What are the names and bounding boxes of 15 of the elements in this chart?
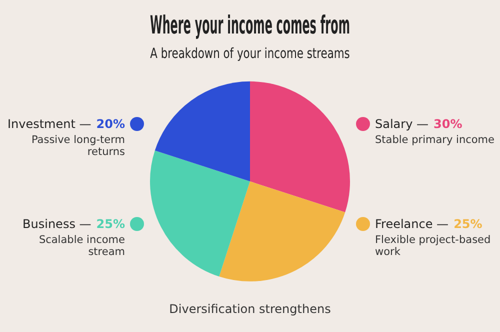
data-label: 25% [454, 217, 482, 232]
data-label: 30% [434, 117, 462, 132]
slice-label: Business — [22, 217, 92, 232]
legend-label: Freelance — [375, 217, 449, 232]
text: Diversification strengthens [168, 302, 332, 316]
legend-label: Salary — [375, 117, 429, 132]
text: Stable primary income [374, 134, 496, 146]
chart-subtitle: A breakdown of your income streams [150, 44, 350, 62]
chart-title: Where your income comes from [150, 10, 350, 40]
data-label: 20% [96, 117, 125, 132]
data-label: 25% [96, 217, 125, 232]
slice-label: Investment — [7, 117, 92, 132]
text: Scalable income stream [38, 234, 126, 258]
text: Flexible project-based work [374, 234, 492, 258]
text: Passive long-term returns [30, 134, 126, 158]
